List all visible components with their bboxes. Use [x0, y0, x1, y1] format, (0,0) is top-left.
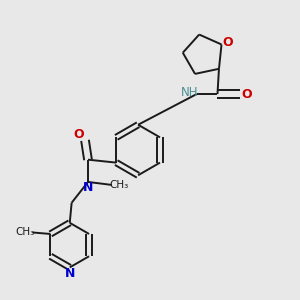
- Text: O: O: [223, 36, 233, 49]
- Text: CH₃: CH₃: [16, 227, 35, 238]
- Text: O: O: [74, 128, 84, 142]
- Text: CH₃: CH₃: [110, 180, 129, 190]
- Text: NH: NH: [181, 86, 198, 99]
- Text: O: O: [241, 88, 252, 100]
- Text: N: N: [64, 267, 75, 280]
- Text: N: N: [83, 181, 93, 194]
